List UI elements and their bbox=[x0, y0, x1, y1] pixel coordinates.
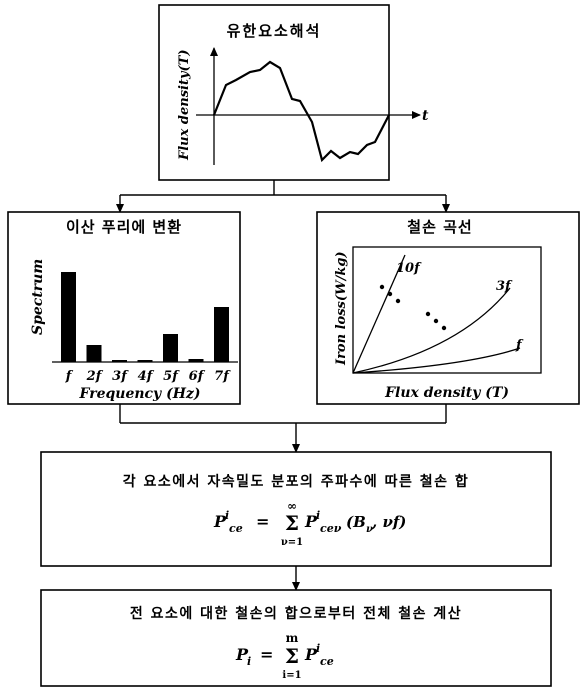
curve-3f bbox=[352, 287, 511, 374]
formula1-sum-bottom: ν=1 bbox=[281, 537, 303, 548]
dft-box: 이산 푸리에 변환 Spectrum f 2f 3f 4f 5f 6f 7f Frequen… bbox=[7, 211, 241, 405]
total-loss-text: 전 요소에 대한 철손의 합으로부터 전체 철손 계산 bbox=[130, 605, 462, 622]
formula1-sum-top: ∞ bbox=[287, 499, 297, 513]
formula1-lhs-sub: ce bbox=[229, 522, 243, 535]
formula2-lhs: P bbox=[235, 645, 249, 664]
formula2-lhs-sub: i bbox=[247, 655, 251, 668]
formula1-args: (B bbox=[346, 513, 366, 531]
fem-box: 유한요소해석 t Flux density(T) bbox=[158, 4, 429, 181]
formula1-args-rest: , νf) bbox=[371, 513, 406, 531]
curve-label-f: f bbox=[515, 338, 524, 353]
dft-bars: f 2f 3f 4f 5f 6f 7f bbox=[61, 272, 231, 384]
element-sum-box-frame bbox=[40, 451, 552, 567]
iron-loss-box: 철손 곡선 Iron loss(W/kg) 10f 3f f Flux dens… bbox=[316, 211, 580, 405]
fem-title: 유한요소해석 bbox=[227, 22, 322, 40]
total-loss-box-frame bbox=[40, 589, 552, 687]
formula2-sum-symbol: Σ bbox=[285, 644, 299, 668]
merge-connector bbox=[119, 404, 447, 453]
curve-label-10f: 10f bbox=[396, 261, 422, 276]
element-sum-text: 각 요소에서 자속밀도 분포의 주파수에 따른 철손 합 bbox=[123, 473, 470, 490]
curve-f bbox=[352, 347, 521, 374]
iron-loss-x-axis-label: Flux density (T) bbox=[384, 385, 509, 401]
spectrum-bar-3f bbox=[112, 360, 127, 362]
spectrum-tick-3f: 3f bbox=[112, 369, 129, 384]
ellipsis-dots bbox=[379, 284, 447, 331]
formula2-term: P bbox=[304, 645, 318, 664]
formula1-lhs: P bbox=[213, 512, 227, 531]
fem-x-axis-label: t bbox=[422, 108, 429, 124]
formula2-eq: = bbox=[260, 645, 273, 664]
spectrum-bar-6f bbox=[188, 359, 204, 362]
fem-y-axis-label: Flux density(T) bbox=[177, 50, 192, 162]
iron-loss-title: 철손 곡선 bbox=[407, 218, 472, 236]
formula1-lhs-sup: i bbox=[225, 509, 229, 522]
formula1-term-sub: ceν bbox=[320, 522, 342, 535]
element-sum-formula: P i ce = ∞ Σ ν=1 P i ceν (B ν , νf) bbox=[213, 499, 406, 548]
fem-box-frame bbox=[158, 4, 390, 181]
dft-title: 이산 푸리에 변환 bbox=[66, 218, 182, 236]
formula2-term-sup: i bbox=[316, 642, 320, 655]
curve-10f bbox=[352, 254, 406, 374]
formula2-sum-top: m bbox=[286, 631, 299, 645]
spectrum-bar-2f bbox=[86, 345, 102, 362]
total-loss-box: 전 요소에 대한 철손의 합으로부터 전체 철손 계산 P i = m Σ i=… bbox=[40, 589, 552, 687]
dft-y-axis-label: Spectrum bbox=[30, 259, 46, 335]
dft-x-axis-label: Frequency (Hz) bbox=[79, 386, 201, 402]
iron-loss-y-axis-label: Iron loss(W/kg) bbox=[334, 251, 349, 366]
flux-waveform bbox=[212, 60, 390, 163]
formula1-term-sup: i bbox=[316, 509, 320, 522]
iron-loss-plot-frame bbox=[352, 246, 542, 374]
dft-box-frame bbox=[7, 211, 241, 405]
formula2-sum-bottom: i=1 bbox=[282, 670, 301, 681]
element-sum-box: 각 요소에서 자속밀도 분포의 주파수에 따른 철손 합 P i ce = ∞ … bbox=[40, 451, 552, 567]
spectrum-tick-7f: 7f bbox=[214, 369, 231, 384]
spectrum-bar-4f bbox=[137, 360, 153, 362]
spectrum-tick-f: f bbox=[65, 369, 74, 384]
formula2-term-sub: ce bbox=[320, 655, 334, 668]
spectrum-tick-6f: 6f bbox=[189, 369, 206, 384]
spectrum-tick-4f: 4f bbox=[138, 369, 155, 384]
spectrum-bar-f bbox=[61, 272, 76, 362]
spectrum-bar-7f bbox=[214, 307, 229, 362]
formula1-term: P bbox=[304, 512, 318, 531]
spectrum-bar-5f bbox=[163, 334, 178, 362]
curve-label-3f: 3f bbox=[496, 279, 513, 294]
spectrum-tick-2f: 2f bbox=[86, 369, 104, 384]
formula1-eq: = bbox=[256, 512, 269, 531]
formula1-sum-symbol: Σ bbox=[285, 511, 299, 535]
spectrum-tick-5f: 5f bbox=[163, 369, 180, 384]
total-loss-formula: P i = m Σ i=1 P i ce bbox=[235, 631, 334, 681]
split-connector bbox=[116, 180, 450, 213]
iron-loss-box-frame bbox=[316, 211, 580, 405]
formula1-args-sub: ν bbox=[366, 524, 373, 535]
